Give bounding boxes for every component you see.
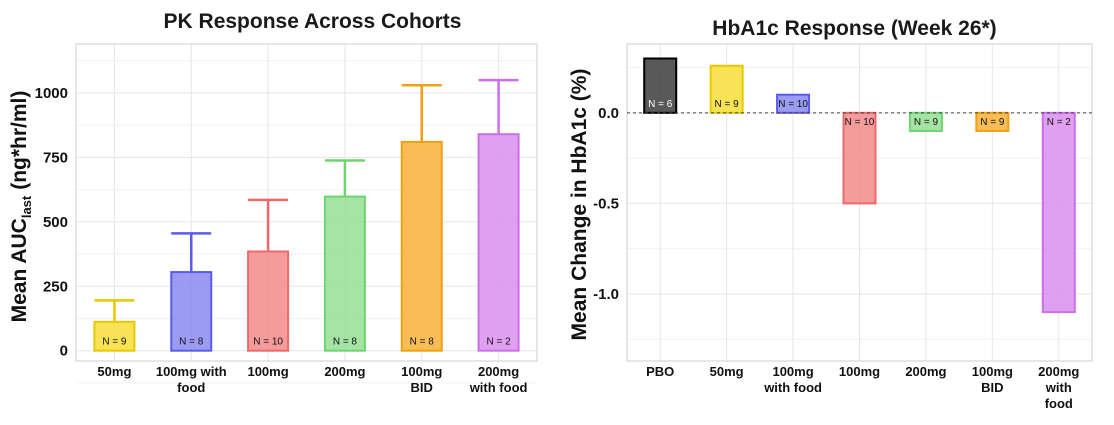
pk-chart-title: PK Response Across Cohorts [164, 10, 462, 33]
hba1c-x-tick-label: food [1045, 396, 1073, 411]
hba1c-y-tick-label: -0.5 [593, 195, 619, 212]
pk-n-label: N = 10 [253, 337, 283, 348]
pk-y-axis-label: Mean AUClast (ng*hr/ml) [8, 91, 34, 323]
pk-bar [323, 195, 366, 352]
hba1c-x-tick-label: 50mg [710, 364, 744, 379]
pk-bar [400, 140, 443, 352]
pk-n-label: N = 2 [486, 337, 511, 348]
hba1c-n-label: N = 9 [914, 117, 939, 128]
hba1c-bar [908, 111, 943, 132]
hba1c-y-axis-label: Mean Change in HbA1c (%) [568, 69, 591, 341]
hba1c-bar [842, 111, 877, 205]
pk-x-tick-label: 50mg [97, 364, 131, 379]
pk-y-tick-label: 500 [43, 214, 68, 231]
pk-y-tick-label: 1000 [35, 85, 68, 102]
hba1c-x-tick-label: 200mg [1038, 364, 1079, 379]
pk-n-label: N = 8 [179, 337, 204, 348]
pk-bar [477, 133, 520, 352]
hba1c-x-tick-label: with food [763, 380, 822, 395]
hba1c-n-label: N = 2 [1047, 117, 1072, 128]
hba1c-n-label: N = 10 [845, 117, 875, 128]
hba1c-n-label: N = 6 [648, 99, 673, 110]
hba1c-x-tick-label: BID [981, 380, 1003, 395]
hba1c-chart-title: HbA1c Response (Week 26*) [712, 17, 996, 40]
pk-y-tick-label: 250 [43, 278, 68, 295]
pk-y-axis-label-unit: (ng*hr/ml) [8, 91, 31, 190]
pk-bar [247, 250, 290, 352]
hba1c-bar [975, 111, 1010, 132]
hba1c-x-tick-label: 100mg [772, 364, 813, 379]
pk-y-axis-label-main: Mean AUC [8, 218, 31, 322]
pk-plot-frame [75, 43, 538, 362]
pk-y-tick-label: 0 [60, 343, 68, 360]
hba1c-x-tick-label: PBO [646, 364, 674, 379]
hba1c-bar [709, 64, 744, 114]
pk-x-tick-label: 100mg with [156, 364, 227, 379]
hba1c-x-tick-label: 100mg [972, 364, 1013, 379]
hba1c-x-tick-label: 100mg [839, 364, 880, 379]
hba1c-bar [1041, 111, 1076, 314]
pk-x-tick-label: 200mg [324, 364, 365, 379]
pk-x-tick-label: 200mg [478, 364, 519, 379]
hba1c-bar [776, 93, 811, 114]
hba1c-y-tick-label: 0.0 [598, 105, 619, 122]
hba1c-x-tick-label: 200mg [905, 364, 946, 379]
pk-x-tick-label: 100mg [247, 364, 288, 379]
hba1c-n-label: N = 9 [980, 117, 1005, 128]
hba1c-bar [643, 57, 678, 114]
hba1c-plot-frame [626, 43, 1093, 362]
pk-bar [170, 271, 213, 352]
pk-x-tick-label: with food [469, 380, 528, 395]
pk-chart: 0 250 500 750 1000 N = 9 50mg N = 8 100mg withfo… [8, 10, 538, 395]
hba1c-x-tick-label: with [1045, 380, 1072, 395]
pk-x-tick-label: 100mg [401, 364, 442, 379]
pk-n-label: N = 8 [333, 337, 358, 348]
pk-n-label: N = 9 [102, 337, 127, 348]
hba1c-n-label: N = 9 [715, 99, 740, 110]
hba1c-n-label: N = 10 [778, 99, 808, 110]
pk-bar [93, 320, 136, 352]
hba1c-y-tick-label: -1.0 [593, 286, 619, 303]
pk-y-tick-label: 750 [43, 149, 68, 166]
pk-y-axis-label-sub: last [19, 195, 34, 218]
pk-x-tick-label: BID [411, 380, 433, 395]
pk-x-tick-label: food [177, 380, 205, 395]
pk-n-label: N = 8 [410, 337, 435, 348]
